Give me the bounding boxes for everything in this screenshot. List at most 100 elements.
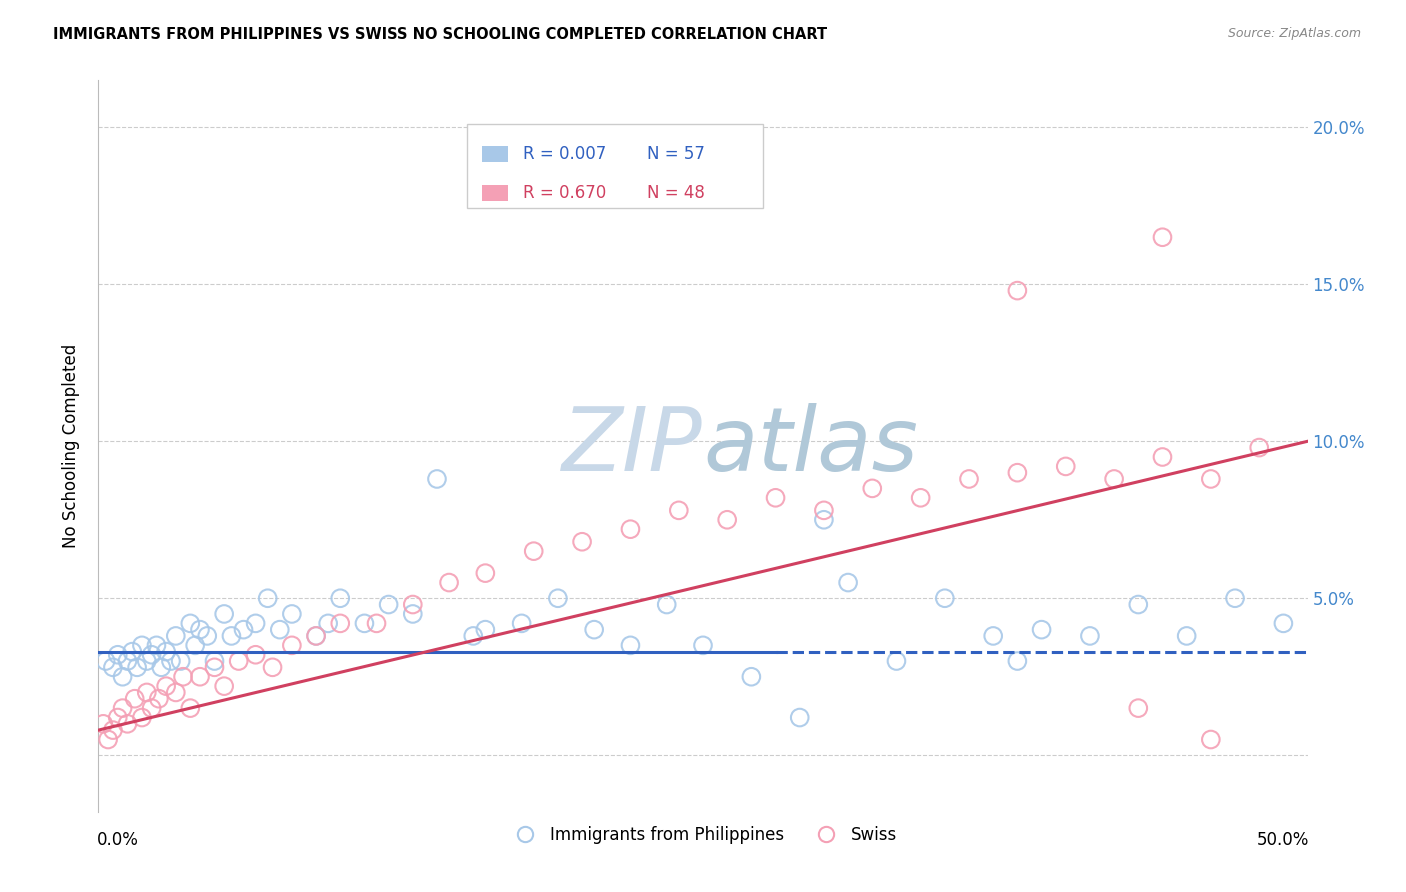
Point (188, 623, 211, 637)
Point (934, 591, 956, 606)
Point (329, 591, 352, 606)
Point (221, 629, 243, 643)
Point (245, 648, 267, 662)
Point (135, 654, 157, 668)
Point (155, 645, 177, 659)
Point (981, 629, 1004, 643)
Point (510, 616, 533, 631)
Point (124, 691, 146, 706)
Point (1223, 591, 1246, 606)
Point (1007, 654, 1029, 668)
Point (813, 503, 835, 517)
Point (1272, 616, 1295, 631)
Point (155, 679, 177, 693)
Point (169, 654, 191, 668)
Point (1031, 623, 1053, 637)
Point (377, 598, 399, 612)
Point (165, 629, 187, 643)
Point (716, 513, 738, 527)
Point (127, 660, 149, 674)
Point (1102, 472, 1125, 486)
Point (305, 629, 328, 643)
Point (655, 598, 678, 612)
Point (547, 591, 569, 606)
Point (474, 566, 496, 581)
Point (256, 591, 278, 606)
Point (463, 629, 485, 643)
Text: N = 57: N = 57 (647, 145, 706, 162)
Point (111, 670, 134, 684)
Point (281, 607, 304, 621)
Legend: Immigrants from Philippines, Swiss: Immigrants from Philippines, Swiss (502, 820, 904, 851)
Text: ZIP: ZIP (562, 403, 703, 489)
Point (1128, 701, 1150, 715)
Point (813, 513, 835, 527)
Point (204, 654, 226, 668)
Point (160, 654, 183, 668)
Point (111, 701, 134, 715)
Point (1152, 450, 1174, 464)
Text: N = 48: N = 48 (647, 184, 706, 202)
Point (740, 670, 762, 684)
Point (117, 716, 139, 731)
Point (1249, 441, 1271, 455)
Point (523, 544, 546, 558)
Point (107, 710, 129, 724)
Point (1054, 459, 1077, 474)
Point (172, 670, 194, 684)
Point (117, 654, 139, 668)
Point (1078, 629, 1101, 643)
Text: Source: ZipAtlas.com: Source: ZipAtlas.com (1227, 27, 1361, 40)
Point (145, 638, 167, 652)
Point (353, 616, 375, 631)
Point (184, 638, 207, 652)
Point (1199, 472, 1222, 486)
Point (121, 645, 143, 659)
Point (402, 607, 425, 621)
Point (1007, 466, 1029, 480)
Point (910, 491, 932, 505)
Point (1128, 598, 1150, 612)
Text: R = 0.670: R = 0.670 (523, 184, 606, 202)
Point (165, 685, 187, 699)
Point (474, 623, 496, 637)
Point (619, 638, 641, 652)
Point (366, 616, 388, 631)
Point (437, 575, 460, 590)
Point (179, 701, 201, 715)
Y-axis label: No Schooling Completed: No Schooling Completed (62, 344, 80, 548)
Point (692, 638, 714, 652)
Point (329, 616, 352, 631)
Point (269, 623, 291, 637)
Point (789, 710, 811, 724)
Bar (482, 186, 509, 202)
Point (232, 623, 254, 637)
Text: 0.0%: 0.0% (97, 830, 139, 848)
Point (402, 598, 425, 612)
Point (668, 503, 690, 517)
Point (179, 616, 201, 631)
Point (316, 616, 339, 631)
Point (195, 629, 218, 643)
Point (281, 638, 304, 652)
Point (135, 685, 157, 699)
Point (619, 522, 641, 536)
Point (571, 534, 593, 549)
Point (1175, 629, 1198, 643)
Text: atlas: atlas (703, 403, 918, 489)
Point (1007, 284, 1029, 298)
Point (1199, 732, 1222, 747)
Bar (482, 145, 509, 161)
Point (1152, 230, 1174, 244)
Point (860, 482, 883, 496)
Point (305, 629, 328, 643)
Point (228, 654, 250, 668)
Point (148, 691, 170, 706)
Point (188, 670, 211, 684)
Point (583, 623, 606, 637)
Point (765, 491, 787, 505)
Point (212, 679, 235, 693)
Text: IMMIGRANTS FROM PHILIPPINES VS SWISS NO SCHOOLING COMPLETED CORRELATION CHART: IMMIGRANTS FROM PHILIPPINES VS SWISS NO … (53, 27, 828, 42)
Point (94, 654, 117, 668)
Point (204, 660, 226, 674)
